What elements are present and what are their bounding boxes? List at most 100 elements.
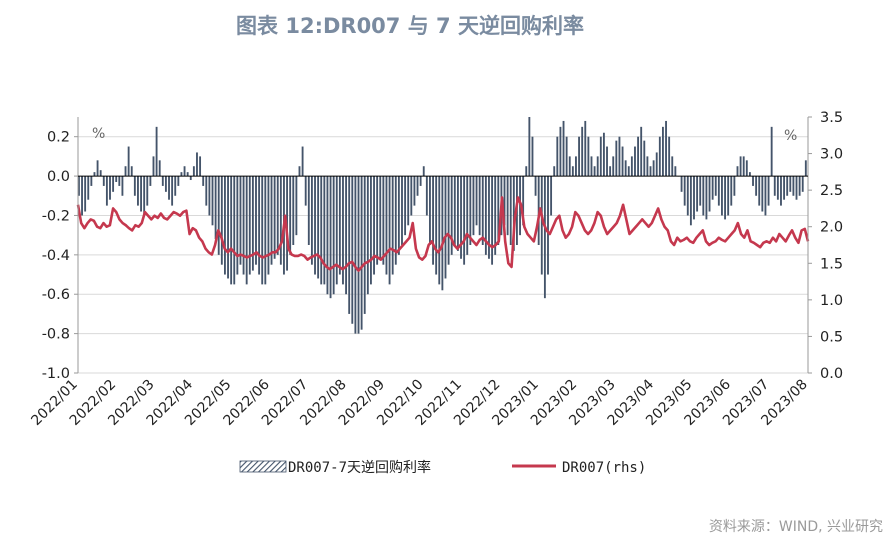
x-axis-ticks: 2022/012022/022022/032022/042022/052022/…	[28, 376, 810, 429]
bar	[335, 176, 338, 285]
bar	[739, 156, 742, 177]
bar	[99, 170, 102, 177]
bar	[456, 176, 459, 251]
bar	[109, 176, 111, 200]
bar	[575, 156, 577, 177]
bar	[540, 176, 543, 275]
left-tick-label: 0.2	[47, 130, 70, 146]
bar	[702, 176, 705, 216]
bar	[615, 140, 618, 177]
bar	[348, 176, 351, 314]
bar	[199, 156, 202, 177]
bar	[606, 146, 608, 177]
bar	[196, 152, 198, 177]
bar	[724, 176, 726, 220]
bar	[357, 176, 360, 334]
right-axis-unit: %	[784, 128, 797, 144]
bar	[705, 176, 708, 220]
bar	[745, 160, 748, 177]
bar	[202, 176, 205, 186]
bar	[568, 156, 571, 177]
bar	[332, 176, 335, 295]
legend-label-line: DR007(rhs)	[562, 460, 646, 476]
bar	[130, 166, 133, 177]
bar	[466, 176, 469, 255]
bar	[674, 166, 677, 177]
bar	[627, 166, 630, 177]
bar	[727, 176, 730, 216]
bar	[699, 176, 702, 206]
bar	[522, 176, 525, 226]
bar	[444, 176, 447, 279]
bar	[668, 136, 671, 177]
bar	[394, 176, 397, 265]
bar	[528, 117, 531, 177]
bar	[761, 176, 764, 212]
bar	[630, 156, 633, 177]
bar	[776, 176, 779, 200]
right-tick-label: 2.0	[820, 220, 843, 236]
bar	[497, 176, 500, 245]
bar	[730, 176, 733, 206]
bar	[764, 176, 767, 216]
bar	[481, 176, 484, 245]
bar	[127, 146, 130, 177]
bar	[224, 176, 226, 275]
bar	[78, 176, 80, 196]
legend-label-bar: DR007-7天逆回购利率	[288, 459, 431, 476]
bar	[96, 160, 99, 177]
axes	[77, 117, 809, 373]
bar	[643, 140, 646, 177]
bar	[84, 176, 87, 212]
bar	[584, 120, 587, 177]
bar	[708, 176, 711, 212]
bar	[671, 156, 674, 177]
left-tick-label: -0.2	[42, 208, 70, 224]
bar	[342, 176, 344, 285]
bar	[795, 176, 798, 200]
chart-title: 图表 12:DR007 与 7 天逆回购利率	[236, 14, 584, 38]
bar	[236, 176, 239, 275]
bar	[646, 156, 649, 177]
bar	[214, 176, 217, 240]
bar	[397, 176, 400, 255]
bar	[208, 176, 211, 216]
bar	[612, 156, 615, 177]
bar	[792, 176, 795, 196]
bar	[279, 176, 282, 265]
bar	[767, 176, 770, 206]
bar	[469, 176, 472, 245]
right-tick-label: 0.5	[820, 329, 843, 345]
bar	[233, 176, 236, 285]
bar	[161, 176, 164, 186]
bar	[391, 176, 394, 275]
bar	[385, 176, 388, 275]
bar	[124, 166, 127, 177]
bar	[416, 176, 419, 196]
bar	[460, 176, 462, 259]
bar	[801, 176, 804, 192]
bar	[755, 176, 758, 196]
bar	[640, 126, 643, 177]
bar	[565, 136, 568, 177]
bar	[556, 136, 559, 177]
bar	[624, 160, 627, 177]
bar	[559, 126, 562, 177]
bar	[295, 176, 298, 236]
legend: DR007-7天逆回购利率 DR007(rhs)	[239, 459, 646, 476]
dr007-line-path	[76, 196, 810, 272]
bar	[192, 166, 195, 177]
bar	[429, 176, 431, 245]
bar	[658, 136, 661, 177]
bar	[453, 176, 456, 245]
bar	[410, 176, 413, 216]
bar	[512, 176, 515, 251]
bar	[292, 176, 295, 245]
bar	[721, 176, 723, 216]
bar	[186, 172, 189, 177]
bar	[425, 176, 428, 216]
bar	[255, 176, 257, 265]
bar	[804, 160, 807, 177]
bar	[227, 176, 229, 279]
bar	[376, 176, 379, 265]
